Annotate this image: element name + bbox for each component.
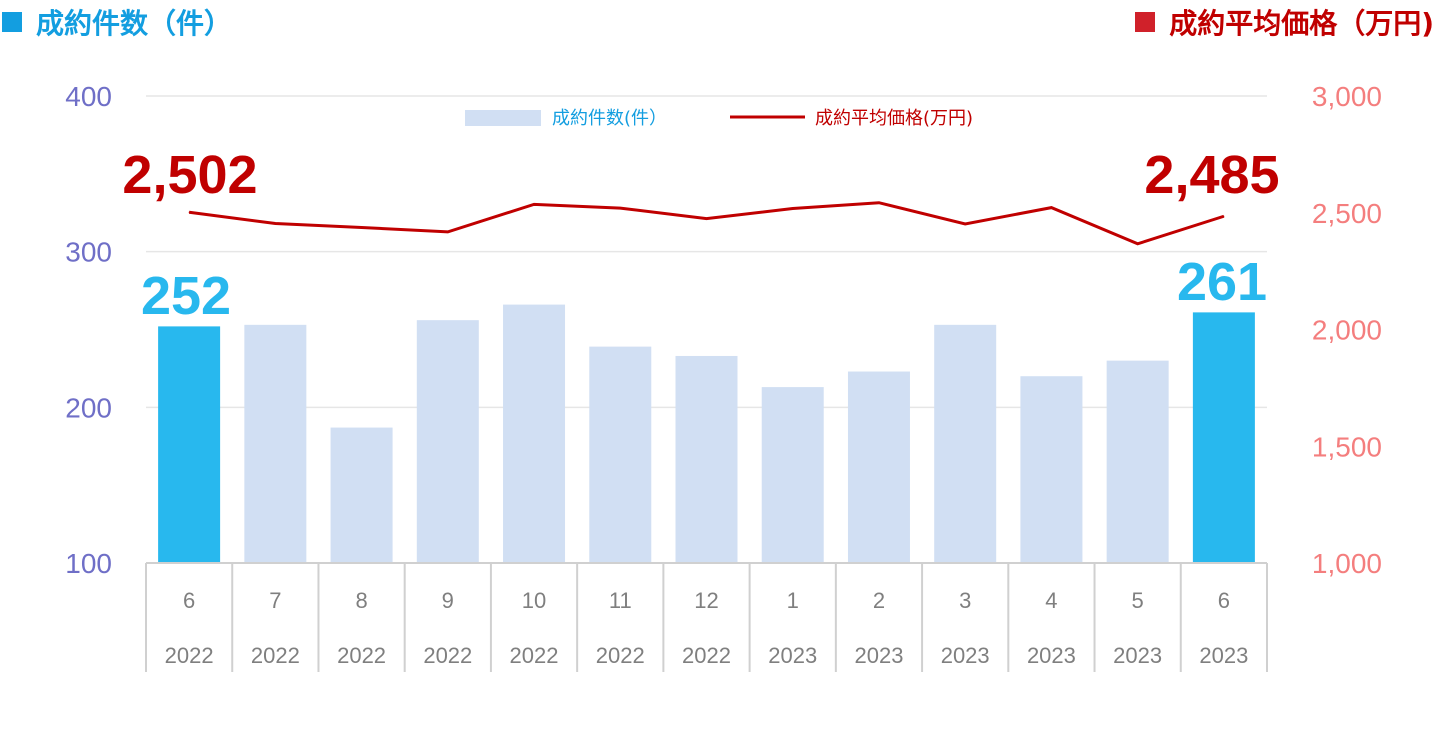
bar-2022-7	[244, 324, 307, 563]
year-label: 2022	[251, 643, 300, 668]
year-label: 2022	[423, 643, 472, 668]
price-point	[706, 218, 707, 220]
year-label: 2022	[596, 643, 645, 668]
month-label: 6	[183, 588, 195, 613]
bar-2023-3	[934, 324, 997, 563]
month-label: 4	[1045, 588, 1057, 613]
bar-2022-9	[416, 320, 479, 563]
count-axis-title: 成約件数（件）	[2, 2, 232, 42]
price-point	[447, 231, 449, 233]
count-legend-square-icon	[2, 12, 22, 32]
price-point	[1223, 215, 1225, 217]
bar-2023-4	[1020, 376, 1083, 563]
first-count-callout: 252	[141, 266, 231, 326]
month-label: 11	[609, 588, 632, 613]
year-label: 2023	[1113, 643, 1162, 668]
last-count-callout: 261	[1177, 252, 1267, 312]
count-axis-title-text: 成約件数（件）	[36, 7, 233, 40]
price-point	[878, 202, 880, 204]
bar-2023-1	[761, 387, 824, 563]
month-label: 3	[959, 588, 971, 613]
year-label: 2022	[682, 643, 731, 668]
year-label: 2022	[165, 643, 214, 668]
left-tick-label: 300	[65, 237, 112, 268]
bar-2022-10	[503, 304, 566, 563]
bar-2023-5	[1106, 360, 1169, 563]
bar-2023-2	[847, 371, 910, 563]
price-legend-square-icon	[1135, 12, 1156, 32]
price-point	[1050, 207, 1052, 209]
category-axis: 6202272022820229202210202211202212202212…	[145, 562, 1268, 672]
price-point	[964, 223, 966, 225]
right-tick-label: 2,000	[1312, 315, 1382, 346]
legend-line-label: 成約平均価格(万円)	[815, 108, 973, 129]
price-point	[533, 203, 535, 205]
price-point	[188, 211, 190, 213]
year-label: 2023	[1199, 643, 1248, 668]
month-label: 12	[694, 588, 718, 613]
year-label: 2022	[337, 643, 386, 668]
first-price-callout: 2,502	[122, 145, 257, 205]
month-label: 9	[442, 588, 454, 613]
right-tick-label: 1,000	[1312, 548, 1382, 579]
bar-2022-8	[330, 427, 393, 563]
right-axis: 1,000 1,500 2,000 2,500 3,000	[1312, 81, 1382, 579]
left-tick-label: 200	[65, 392, 112, 423]
right-tick-label: 1,500	[1312, 431, 1382, 462]
price-point	[274, 222, 276, 224]
last-price-callout: 2,485	[1144, 145, 1279, 205]
bar-2023-6	[1192, 312, 1255, 563]
bar-2022-12	[675, 355, 738, 563]
left-tick-label: 400	[65, 81, 112, 112]
bar-2022-11	[589, 346, 652, 563]
month-label: 8	[355, 588, 367, 613]
year-label: 2023	[1027, 643, 1076, 668]
year-label: 2022	[510, 643, 559, 668]
left-axis: 100 200 300 400	[65, 81, 112, 579]
bar-2022-6	[158, 326, 221, 563]
year-label: 2023	[941, 643, 990, 668]
price-point	[619, 207, 621, 209]
price-point	[792, 208, 794, 210]
price-line	[188, 201, 1225, 246]
bar-series	[158, 304, 1255, 563]
callouts: 2,502 2,485 252 261	[122, 145, 1279, 326]
price-point	[1137, 243, 1139, 245]
year-label: 2023	[854, 643, 903, 668]
month-label: 7	[269, 588, 281, 613]
month-label: 2	[873, 588, 885, 613]
legend: 成約件数(件） 成約平均価格(万円)	[465, 108, 973, 129]
legend-bar-swatch	[465, 110, 541, 126]
line-series	[188, 201, 1225, 246]
price-point	[361, 226, 363, 228]
price-axis-title-text: 成約平均価格（万円)	[1169, 7, 1434, 40]
year-label: 2023	[768, 643, 817, 668]
month-label: 6	[1218, 588, 1230, 613]
month-label: 10	[522, 588, 546, 613]
right-tick-label: 3,000	[1312, 81, 1382, 112]
month-label: 5	[1132, 588, 1144, 613]
left-tick-label: 100	[65, 548, 112, 579]
price-axis-title: 成約平均価格（万円)	[1135, 2, 1434, 42]
right-tick-label: 2,500	[1312, 198, 1382, 229]
legend-bar-label: 成約件数(件）	[552, 108, 667, 129]
month-label: 1	[787, 588, 799, 613]
